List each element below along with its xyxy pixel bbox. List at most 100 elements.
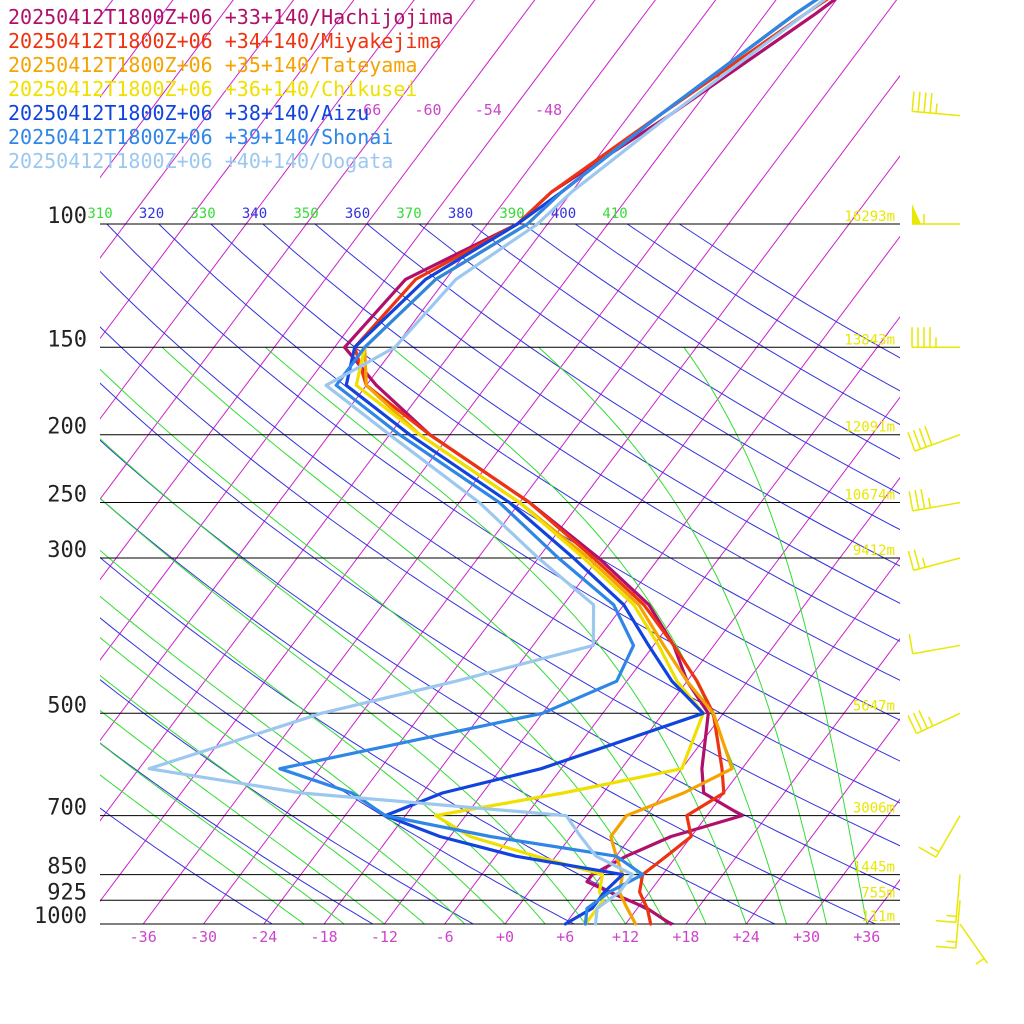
- height-label: 13843m: [844, 332, 895, 348]
- isotherm-line: [745, 718, 900, 924]
- wind-barb-feather: [935, 945, 956, 949]
- wind-barb-staff: [914, 434, 961, 452]
- pressure-label: 925: [47, 880, 87, 905]
- wind-barb: [918, 815, 961, 858]
- pressure-label: 500: [47, 693, 87, 718]
- temperature-tick-label: -6: [436, 928, 454, 946]
- pressure-label: 850: [47, 855, 87, 880]
- dry-adiabat-lines: [100, 223, 900, 924]
- wind-barb: [935, 900, 961, 949]
- wind-barb-staff: [959, 923, 989, 964]
- moist-adiabat: [683, 347, 868, 924]
- wind-barb: [935, 874, 961, 924]
- wind-barb-feather: [923, 92, 927, 113]
- wind-barb-half-feather: [975, 957, 985, 965]
- theta-label: 320: [139, 206, 164, 222]
- isotherm-line: [806, 798, 900, 924]
- height-label: 5647m: [853, 698, 895, 714]
- isotherm-label: -48: [535, 101, 562, 119]
- pressure-label: 300: [47, 538, 87, 563]
- wind-barb-feather: [918, 710, 929, 729]
- theta-label: 350: [293, 206, 318, 222]
- sounding-line: [344, 0, 819, 926]
- wind-barb-feather: [913, 549, 921, 570]
- legend-entry: 20250412T1800Z+06 +40+140/Oogata: [8, 149, 393, 173]
- moist-adiabat-lines: [100, 346, 868, 924]
- dry-adiabat: [522, 223, 900, 460]
- moist-adiabat: [538, 346, 828, 924]
- isotherm-label: -66: [354, 101, 381, 119]
- theta-label: 400: [551, 206, 576, 222]
- temperature-tick-label: +30: [793, 928, 820, 946]
- wind-barb-feather: [911, 91, 915, 112]
- moist-adiabat: [100, 674, 425, 924]
- moist-adiabat: [100, 636, 466, 924]
- legend-entry: 20250412T1800Z+06 +35+140/Tateyama: [8, 53, 417, 77]
- legend-entry: 20250412T1800Z+06 +36+140/Chikusei: [8, 77, 417, 101]
- temperature-tick-label: -12: [371, 928, 398, 946]
- wind-barb-staff: [912, 644, 961, 655]
- wind-barb-feather: [935, 919, 956, 924]
- temperature-tick-label: -18: [311, 928, 338, 946]
- moist-adiabat: [161, 346, 707, 924]
- wind-barb-feather: [912, 712, 923, 732]
- isotherm-line: [504, 396, 900, 924]
- wind-barb-feather: [918, 846, 937, 858]
- dry-adiabat: [418, 223, 900, 531]
- wind-barb-pennant: [912, 204, 921, 224]
- wind-barb-half-feather: [929, 846, 940, 853]
- isotherm-label: -60: [414, 101, 441, 119]
- isotherm-line: [100, 0, 355, 340]
- wind-barb-feather: [908, 633, 914, 654]
- wind-barb-feather: [912, 430, 922, 450]
- wind-barb: [911, 91, 961, 117]
- wind-barb-feather: [920, 488, 926, 509]
- isotherm-line: [866, 878, 900, 924]
- height-label: 12091m: [844, 420, 895, 436]
- legend: 20250412T1800Z+06 +33+140/Hachijojima202…: [8, 5, 454, 173]
- theta-label: 380: [448, 206, 473, 222]
- moist-adiabat: [100, 742, 345, 924]
- moist-adiabat: [100, 595, 506, 924]
- moist-adiabat: [100, 549, 546, 924]
- wind-barb: [908, 488, 961, 512]
- wind-barb: [907, 710, 961, 735]
- temperature-tick-label: -30: [190, 928, 217, 946]
- legend-entry: 20250412T1800Z+06 +34+140/Miyakejima: [8, 29, 441, 53]
- moist-adiabat: [264, 346, 747, 924]
- wind-barb-half-feather: [935, 103, 938, 114]
- isotherm-line: [625, 557, 900, 924]
- wind-barb-half-feather: [921, 557, 926, 568]
- theta-label: 360: [345, 206, 370, 222]
- wind-barb: [907, 425, 961, 452]
- legend-entry: 20250412T1800Z+06 +33+140/Hachijojima: [8, 5, 454, 29]
- height-label: 755m: [861, 885, 895, 901]
- isotherm-line: [685, 637, 900, 924]
- isotherm-label: -54: [475, 101, 502, 119]
- wind-barb-staff: [935, 815, 961, 858]
- wind-barb-feather: [907, 715, 918, 734]
- pressure-label: 200: [47, 415, 87, 440]
- wind-barb: [908, 633, 961, 655]
- moist-adiabat: [100, 368, 667, 924]
- wind-barb-feather: [929, 92, 933, 114]
- moist-adiabat: [100, 774, 305, 924]
- legend-entry: 20250412T1800Z+06 +38+140/Aizu: [8, 101, 369, 125]
- wind-barb-staff: [955, 874, 961, 923]
- temperature-tick-label: +6: [556, 928, 574, 946]
- wind-barb-staff: [913, 557, 961, 572]
- moist-adiabat: [100, 709, 385, 924]
- isobar-lines: [100, 223, 900, 925]
- isotherm-line: [444, 316, 900, 924]
- sounding-profiles: [147, 0, 837, 926]
- theta-label: 370: [396, 206, 421, 222]
- dry-adiabat: [100, 382, 900, 891]
- pressure-label: 150: [47, 327, 87, 352]
- theta-label: 310: [87, 206, 112, 222]
- wind-barbs: [907, 91, 989, 965]
- legend-entry: 20250412T1800Z+06 +39+140/Shonai: [8, 125, 393, 149]
- height-label: 10674m: [844, 488, 895, 504]
- height-label: 1445m: [853, 860, 895, 876]
